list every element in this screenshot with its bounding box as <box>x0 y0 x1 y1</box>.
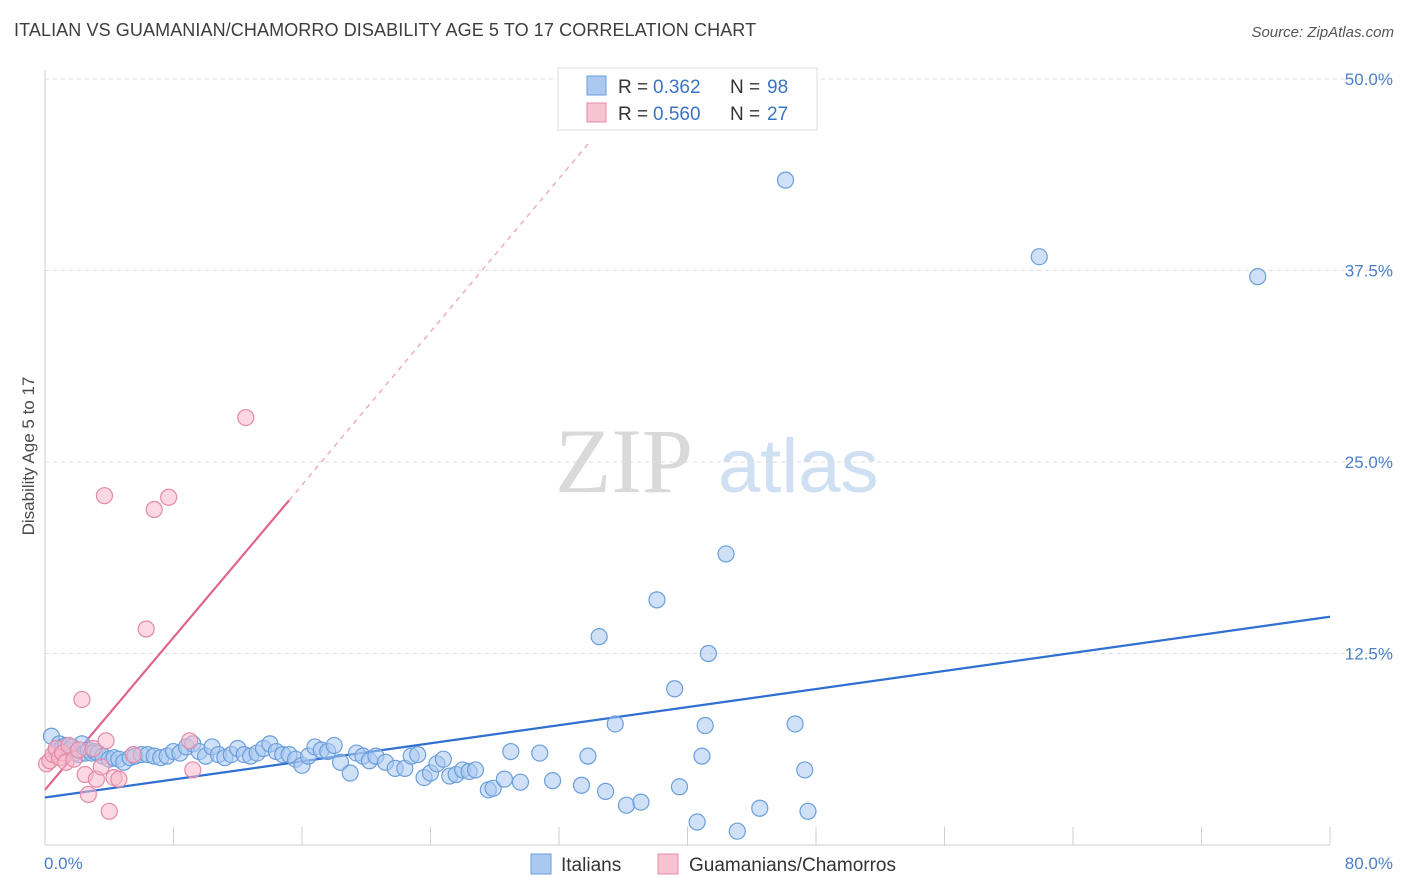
guamanians-point <box>160 488 178 506</box>
guamanians-point <box>70 741 88 759</box>
italians-point <box>632 793 650 811</box>
x-tick-label-max: 80.0% <box>1345 854 1393 873</box>
guamanians-point <box>92 758 110 776</box>
legend-swatch-italians <box>586 75 607 96</box>
x-tick-marks <box>44 827 1331 845</box>
italians-point <box>670 778 689 796</box>
italians-trend-line <box>44 615 1331 799</box>
italians-point <box>606 715 624 733</box>
italians-point <box>579 747 597 765</box>
italians-point <box>434 750 452 768</box>
bottom-legend-italians: Italians <box>561 855 621 876</box>
source-credit: Source: ZipAtlas.com <box>1251 24 1394 41</box>
italians-point <box>341 764 359 782</box>
guamanians-point <box>100 802 118 820</box>
italians-point <box>466 761 485 779</box>
italians-point <box>786 715 804 733</box>
legend-n-label-italians: N = <box>730 77 760 98</box>
guamanians-point <box>95 487 114 505</box>
italians-point <box>543 772 562 790</box>
italians-point <box>590 628 608 646</box>
italians-point <box>511 773 530 791</box>
y-tick-label: 50.0% <box>1345 70 1393 89</box>
italians-point <box>495 770 513 788</box>
italians-point <box>796 761 814 779</box>
guamanians-point <box>124 746 142 764</box>
italians-point <box>799 802 817 820</box>
legend-n-label-guamanians: N = <box>730 104 760 125</box>
legend-r-value-italians: 0.362 <box>653 77 701 98</box>
guamanians-point <box>73 690 91 709</box>
bottom-legend-guamanians: Guamanians/Chamorros <box>689 855 896 876</box>
guamanians-point <box>145 500 163 519</box>
legend-swatch-guamanians <box>586 102 607 123</box>
legend-r-label-guamanians: R = <box>618 104 648 125</box>
x-tick-label-min: 0.0% <box>44 854 83 873</box>
guamanians-point <box>79 785 97 804</box>
legend-r-label-italians: R = <box>618 77 648 98</box>
italians-point <box>693 747 711 765</box>
series-legend: Italians Guamanians/Chamorros <box>530 853 896 876</box>
italians-point <box>666 680 684 698</box>
italians-point <box>596 782 615 800</box>
italians-point <box>688 813 706 831</box>
y-tick-label: 12.5% <box>1345 645 1393 664</box>
watermark-atlas: atlas <box>718 424 879 509</box>
guamanians-point <box>110 770 128 788</box>
italians-point <box>648 591 666 609</box>
guamanians-point <box>180 732 199 750</box>
guamanians-point <box>84 739 102 758</box>
guamanians-points <box>38 408 255 820</box>
italians-point <box>717 545 735 563</box>
legend-n-value-italians: 98 <box>767 77 788 98</box>
chart-title: ITALIAN VS GUAMANIAN/CHAMORRO DISABILITY… <box>14 20 757 40</box>
italians-point <box>776 171 795 189</box>
guamanians-point <box>97 732 115 750</box>
italians-points <box>42 171 1267 840</box>
grid-lines <box>45 78 1392 654</box>
y-axis-label: Disability Age 5 to 17 <box>19 377 38 536</box>
y-tick-labels: 12.5% 25.0% 37.5% 50.0% <box>1345 70 1393 664</box>
bottom-legend-swatch-italians <box>530 853 552 875</box>
italians-point <box>325 736 343 755</box>
legend-r-value-guamanians: 0.560 <box>653 104 701 125</box>
guamanians-point <box>184 761 202 779</box>
italians-point <box>502 742 520 761</box>
y-tick-label: 37.5% <box>1345 262 1393 281</box>
italians-point <box>484 779 502 797</box>
correlation-legend: R = 0.362 N = 98 R = 0.560 N = 27 <box>557 67 818 131</box>
italians-point <box>728 822 746 840</box>
guamanians-point <box>137 620 155 638</box>
italians-point <box>531 744 549 762</box>
italians-point <box>699 644 717 663</box>
watermark-zip: ZIP <box>555 410 693 512</box>
italians-point <box>409 746 427 764</box>
italians-point <box>331 753 350 771</box>
italians-point <box>696 716 714 735</box>
italians-point <box>617 796 636 814</box>
guamanians-point <box>237 408 255 427</box>
italians-point <box>1249 268 1267 286</box>
legend-n-value-guamanians: 27 <box>767 104 788 125</box>
italians-point <box>751 799 769 817</box>
bottom-legend-swatch-guamanians <box>657 853 679 875</box>
y-tick-label: 25.0% <box>1345 453 1393 472</box>
guamanians-trend-extension <box>288 139 592 501</box>
italians-point <box>1030 248 1048 266</box>
italians-point <box>572 776 591 794</box>
